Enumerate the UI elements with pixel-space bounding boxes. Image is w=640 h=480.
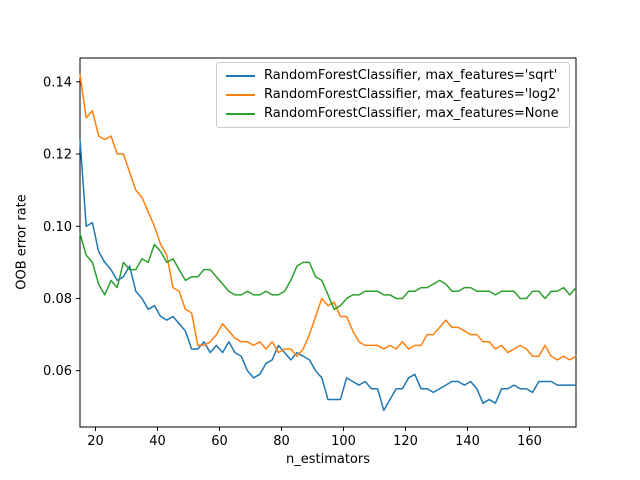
legend: RandomForestClassifier, max_features='sq… [216, 62, 570, 128]
y-axis-label: OOB error rate [14, 194, 30, 290]
series-line-log2 [79, 73, 577, 361]
legend-label: RandomForestClassifier, max_features='sq… [264, 68, 558, 83]
x-tick-label: 80 [273, 434, 290, 449]
x-tick-label: 120 [393, 434, 418, 449]
x-axis-label: n_estimators [285, 452, 371, 467]
x-tick-label: 60 [211, 434, 228, 449]
legend-item: RandomForestClassifier, max_features=Non… [226, 106, 560, 121]
legend-line-swatch-none [226, 112, 255, 115]
legend-item: RandomForestClassifier, max_features='sq… [226, 68, 560, 83]
legend-item: RandomForestClassifier, max_features='lo… [226, 87, 560, 102]
plot-border [79, 57, 577, 428]
legend-line-swatch-sqrt [226, 74, 255, 77]
y-tick-label: 0.10 [43, 220, 72, 235]
series-line-none [79, 232, 577, 311]
y-tick-label: 0.14 [43, 75, 72, 90]
legend-label: RandomForestClassifier, max_features='lo… [264, 87, 560, 102]
legend-label: RandomForestClassifier, max_features=Non… [264, 106, 559, 121]
legend-line-swatch-log2 [226, 93, 255, 96]
x-tick-label: 100 [331, 434, 356, 449]
y-tick-label: 0.06 [43, 364, 72, 379]
x-tick-label: 20 [87, 434, 104, 449]
series-line-sqrt [79, 138, 577, 412]
y-tick-label: 0.12 [43, 148, 72, 163]
x-tick-label: 40 [149, 434, 166, 449]
x-tick-label: 140 [455, 434, 480, 449]
x-tick-label: 160 [517, 434, 542, 449]
y-tick-label: 0.08 [43, 292, 72, 307]
